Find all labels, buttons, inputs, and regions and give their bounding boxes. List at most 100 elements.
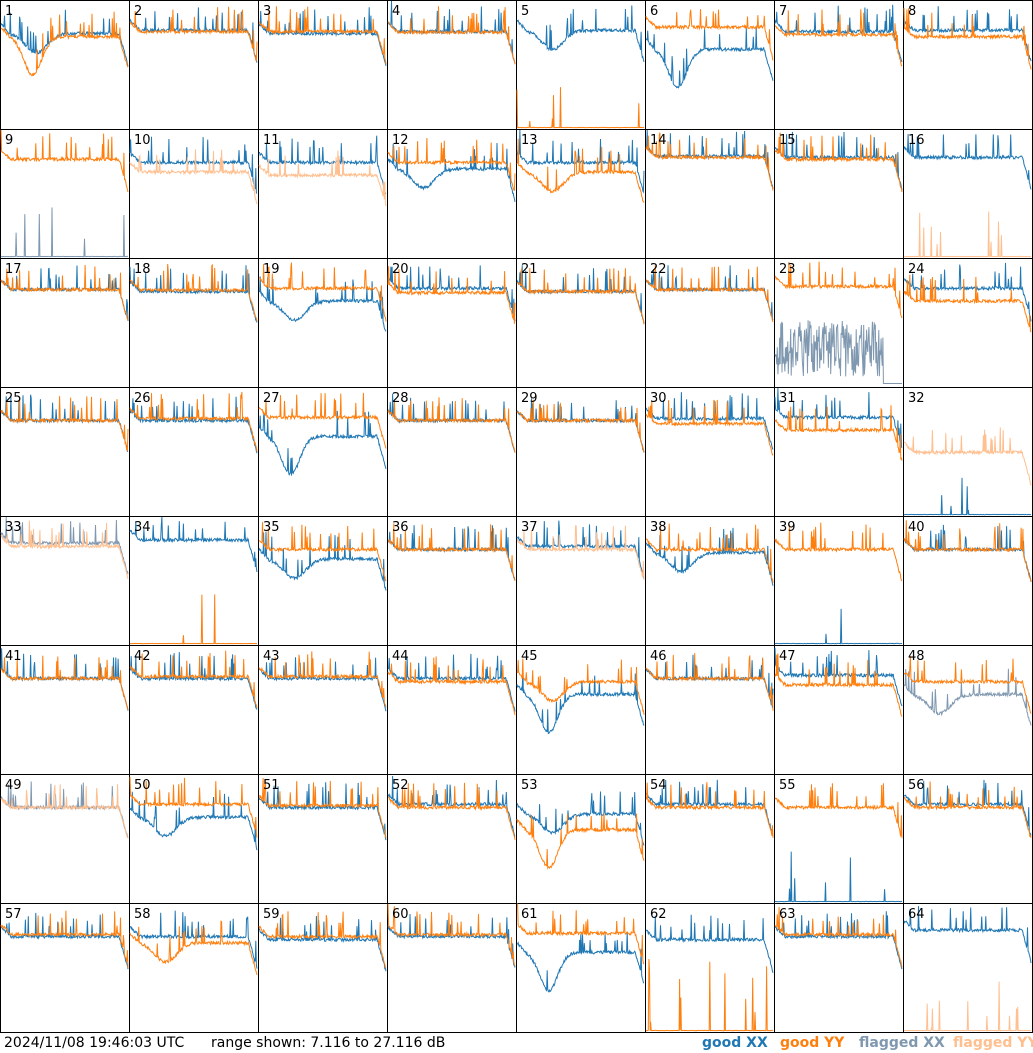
xx-series-line — [516, 931, 644, 993]
yy-series-line — [645, 523, 774, 583]
spectrum-panel: 43 — [258, 645, 388, 775]
spectrum-panel: 41 — [0, 645, 130, 775]
panel-label: 58 — [134, 907, 151, 922]
spectrum-panel: 54 — [645, 774, 775, 904]
panel-frame — [645, 0, 775, 130]
spectrum-panel: 53 — [516, 774, 646, 904]
yy-series-line — [129, 391, 258, 452]
xx-series-line — [1, 207, 128, 258]
panel-label: 42 — [134, 649, 151, 664]
spectrum-panel: 9 — [0, 129, 130, 259]
xx-series-line — [130, 910, 258, 969]
panel-label: 16 — [908, 133, 925, 148]
panel-frame — [129, 129, 259, 259]
panel-label: 33 — [5, 520, 22, 535]
yy-series-line — [516, 399, 645, 453]
legend-good-xx: good XX — [702, 1035, 768, 1051]
panel-label: 49 — [5, 778, 22, 793]
xx-series-line — [903, 6, 1032, 62]
yy-series-line — [258, 6, 387, 65]
yy-series-line — [129, 149, 258, 205]
panel-frame — [129, 387, 259, 517]
panel-label: 24 — [908, 262, 925, 277]
spectrum-panel: 33 — [0, 516, 130, 646]
panel-label: 48 — [908, 649, 925, 664]
panel-frame — [516, 129, 646, 259]
spectrum-panel: 36 — [387, 516, 517, 646]
panel-label: 40 — [908, 520, 925, 535]
panel-frame — [0, 129, 130, 259]
yy-series-line — [903, 520, 1032, 582]
panel-label: 38 — [650, 520, 667, 535]
yy-series-line — [903, 655, 1032, 714]
panel-frame — [516, 258, 646, 388]
panel-frame — [0, 645, 130, 775]
spectrum-panel: 14 — [645, 129, 775, 259]
panel-label: 9 — [5, 133, 13, 148]
spectrum-panel: 49 — [0, 774, 130, 904]
spectrum-panel: 39 — [774, 516, 904, 646]
panel-label: 61 — [521, 907, 538, 922]
yy-series-line — [645, 132, 774, 191]
panel-label: 64 — [908, 907, 925, 922]
legend-flagged-xx: flagged XX — [859, 1035, 945, 1051]
xx-series-line — [0, 9, 129, 67]
xx-series-line — [516, 129, 645, 194]
panel-label: 5 — [521, 4, 529, 19]
yy-series-line — [903, 211, 1032, 258]
panel-label: 12 — [392, 133, 409, 148]
panel-frame — [0, 903, 130, 1033]
spectrum-panel: 8 — [903, 0, 1033, 130]
spectrum-panel: 45 — [516, 645, 646, 775]
spectrum-panel: 31 — [774, 387, 904, 517]
panel-frame — [903, 129, 1033, 259]
xx-series-line — [903, 668, 1032, 726]
yy-series-line — [0, 910, 129, 968]
yy-series-line — [0, 129, 129, 193]
range-text: range shown: 7.116 to 27.116 dB — [211, 1035, 446, 1051]
spectrum-panel: 60 — [387, 903, 517, 1033]
footer: 2024/11/08 19:46:03 UTC range shown: 7.1… — [0, 1033, 1033, 1053]
panel-label: 20 — [392, 262, 409, 277]
panel-frame — [903, 645, 1033, 775]
panel-label: 23 — [779, 262, 796, 277]
xx-series-line — [516, 520, 645, 579]
panel-label: 56 — [908, 778, 925, 793]
spectrum-panel: 25 — [0, 387, 130, 517]
panel-label: 37 — [521, 520, 538, 535]
xx-series-line — [258, 531, 387, 591]
spectrum-panel: 16 — [903, 129, 1033, 259]
panel-label: 51 — [263, 778, 280, 793]
panel-frame — [516, 645, 646, 775]
spectrum-panel: 3 — [258, 0, 388, 130]
yy-series-line — [258, 262, 387, 322]
panel-label: 54 — [650, 778, 667, 793]
yy-series-line — [645, 958, 774, 1032]
xx-series-line — [903, 906, 1032, 963]
yy-series-line — [516, 87, 645, 129]
spectrum-panel: 10 — [129, 129, 259, 259]
panel-label: 26 — [134, 391, 151, 406]
panel-label: 45 — [521, 649, 538, 664]
spectrum-panel: 28 — [387, 387, 517, 517]
spectrum-panel: 18 — [129, 258, 259, 388]
panel-label: 14 — [650, 133, 667, 148]
spectrum-panel: 42 — [129, 645, 259, 775]
panel-frame — [645, 258, 775, 388]
panel-label: 6 — [650, 4, 658, 19]
spectrum-panel: 44 — [387, 645, 517, 775]
yy-series-line — [645, 782, 774, 838]
yy-series-line — [774, 9, 903, 67]
panel-label: 35 — [263, 520, 280, 535]
panel-label: 41 — [5, 649, 22, 664]
yy-series-line — [0, 784, 129, 839]
xx-series-line — [387, 142, 516, 202]
panel-label: 29 — [521, 391, 538, 406]
panel-label: 25 — [5, 391, 22, 406]
panel-label: 10 — [134, 133, 151, 148]
yy-series-line — [645, 399, 774, 456]
panel-label: 30 — [650, 391, 667, 406]
spectrum-panel: 6 — [645, 0, 775, 130]
spectrum-panel: 52 — [387, 774, 517, 904]
panel-frame — [129, 645, 259, 775]
